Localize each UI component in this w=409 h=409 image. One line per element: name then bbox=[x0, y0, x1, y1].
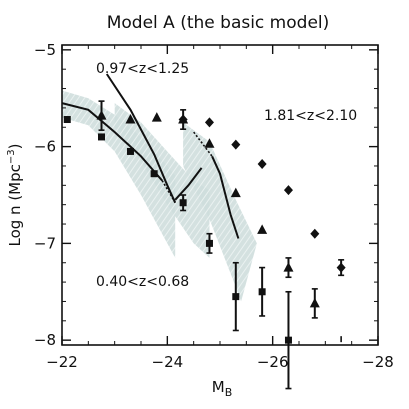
annotation-z-097-125: 0.97<z<1.25 bbox=[96, 61, 189, 77]
triangle-point-7 bbox=[257, 224, 268, 234]
annotation-z-040-068: 0.40<z<0.68 bbox=[96, 274, 189, 290]
square-point-5 bbox=[179, 199, 187, 207]
square-point-4 bbox=[150, 170, 158, 178]
y-tick-label: −8 bbox=[34, 331, 56, 349]
diamond-point-5 bbox=[283, 185, 293, 196]
model-curve-2-solid-a bbox=[105, 73, 177, 204]
square-point-6 bbox=[205, 239, 213, 247]
x-tick-label: −28 bbox=[362, 353, 394, 371]
y-axis-label: Log n (Mpc−3) bbox=[6, 143, 24, 246]
triangle-point-2 bbox=[125, 114, 136, 124]
x-tick-label: −26 bbox=[257, 353, 289, 371]
model-curves bbox=[61, 73, 240, 239]
y-tick-label: −7 bbox=[34, 234, 56, 252]
square-point-7 bbox=[232, 293, 240, 301]
diamond-point-2 bbox=[204, 117, 214, 128]
model-band-3 bbox=[183, 122, 257, 302]
chart-title: Model A (the basic model) bbox=[107, 13, 330, 33]
y-tick-label: −5 bbox=[34, 41, 56, 59]
triangle-point-6 bbox=[230, 187, 241, 198]
model-curve-2-solid-b bbox=[174, 167, 203, 201]
triangle-point-1 bbox=[96, 110, 107, 120]
triangle-point-5 bbox=[204, 138, 215, 148]
diamond-point-1 bbox=[178, 114, 188, 125]
x-tick-label: −24 bbox=[152, 353, 184, 371]
diamond-point-6 bbox=[310, 228, 320, 239]
annotation-z-181-210: 1.81<z<2.10 bbox=[264, 108, 357, 124]
square-point-3 bbox=[126, 147, 134, 155]
square-point-1 bbox=[63, 116, 71, 124]
triangle-point-9 bbox=[309, 297, 320, 308]
square-point-9 bbox=[284, 336, 292, 344]
square-point-8 bbox=[258, 288, 266, 296]
model-curve-3-dotted bbox=[193, 131, 213, 157]
diamond-point-7 bbox=[336, 262, 346, 273]
square-point-2 bbox=[98, 133, 105, 141]
model-bands bbox=[62, 90, 257, 302]
triangle-point-3 bbox=[151, 112, 162, 122]
diamond-point-3 bbox=[231, 139, 241, 150]
diamond-point-4 bbox=[257, 159, 267, 170]
data-points bbox=[63, 100, 346, 390]
x-tick-label: −22 bbox=[46, 353, 78, 371]
triangle-point-8 bbox=[283, 262, 294, 272]
model-curve-3-solid bbox=[211, 155, 240, 239]
y-tick-label: −6 bbox=[34, 138, 56, 156]
x-axis-label: MB bbox=[212, 378, 233, 399]
axis-ticks: −22 −24 −26 −28 −5 −6 −7 −8 bbox=[34, 41, 394, 371]
model-curve-1-solid bbox=[61, 102, 163, 182]
